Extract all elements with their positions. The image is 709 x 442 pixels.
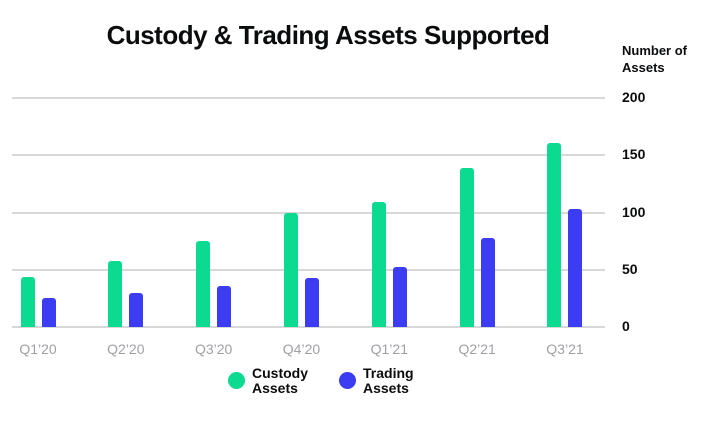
bar-trading-5 bbox=[480, 237, 495, 327]
bar-custody-0 bbox=[20, 276, 35, 327]
legend-label: Custody Assets bbox=[252, 365, 308, 396]
legend-item-custody: Custody Assets bbox=[228, 366, 318, 395]
custody-legend-dot-icon bbox=[228, 372, 245, 389]
y-tick-label-0: 0 bbox=[622, 318, 630, 334]
bar-custody-5 bbox=[459, 167, 474, 327]
bar-custody-3 bbox=[283, 212, 298, 327]
x-tick-label-3: Q4’20 bbox=[282, 341, 321, 357]
y-tick-label-50: 50 bbox=[622, 260, 638, 277]
bar-trading-0 bbox=[41, 298, 56, 327]
gridline-y-100 bbox=[12, 211, 605, 214]
bar-custody-1 bbox=[108, 260, 123, 327]
x-tick-label-0: Q1’20 bbox=[19, 341, 57, 357]
gridline-y-150 bbox=[12, 154, 605, 157]
x-tick-label-5: Q2’21 bbox=[458, 341, 496, 357]
trading-legend-dot-icon bbox=[339, 372, 356, 389]
legend-label: Trading Assets bbox=[363, 365, 414, 396]
bar-trading-1 bbox=[129, 292, 144, 327]
y-axis-title: Number of Assets bbox=[622, 43, 687, 75]
bar-custody-6 bbox=[547, 142, 562, 327]
gridline-y-200 bbox=[12, 97, 605, 99]
bar-trading-2 bbox=[217, 285, 232, 327]
gridline-y-50 bbox=[12, 268, 605, 271]
bar-trading-3 bbox=[304, 277, 319, 327]
y-tick-label-200: 200 bbox=[622, 89, 646, 105]
y-tick-label-150: 150 bbox=[622, 146, 646, 163]
x-tick-label-2: Q3’20 bbox=[194, 341, 233, 357]
x-tick-label-1: Q2’20 bbox=[107, 341, 145, 357]
chart-legend: Custody Assets Trading Assets bbox=[228, 366, 429, 395]
gridline-y-0 bbox=[12, 326, 605, 328]
bar-custody-2 bbox=[196, 241, 211, 327]
chart-title: Custody & Trading Assets Supported bbox=[106, 20, 550, 50]
bar-trading-4 bbox=[392, 267, 407, 327]
plot-area bbox=[12, 97, 605, 328]
x-tick-label-4: Q1’21 bbox=[370, 341, 408, 357]
bar-trading-6 bbox=[568, 209, 583, 327]
bar-custody-4 bbox=[371, 202, 386, 327]
legend-item-trading: Trading Assets bbox=[339, 366, 429, 395]
y-tick-label-100: 100 bbox=[622, 203, 646, 220]
x-tick-label-6: Q3’21 bbox=[546, 341, 584, 357]
